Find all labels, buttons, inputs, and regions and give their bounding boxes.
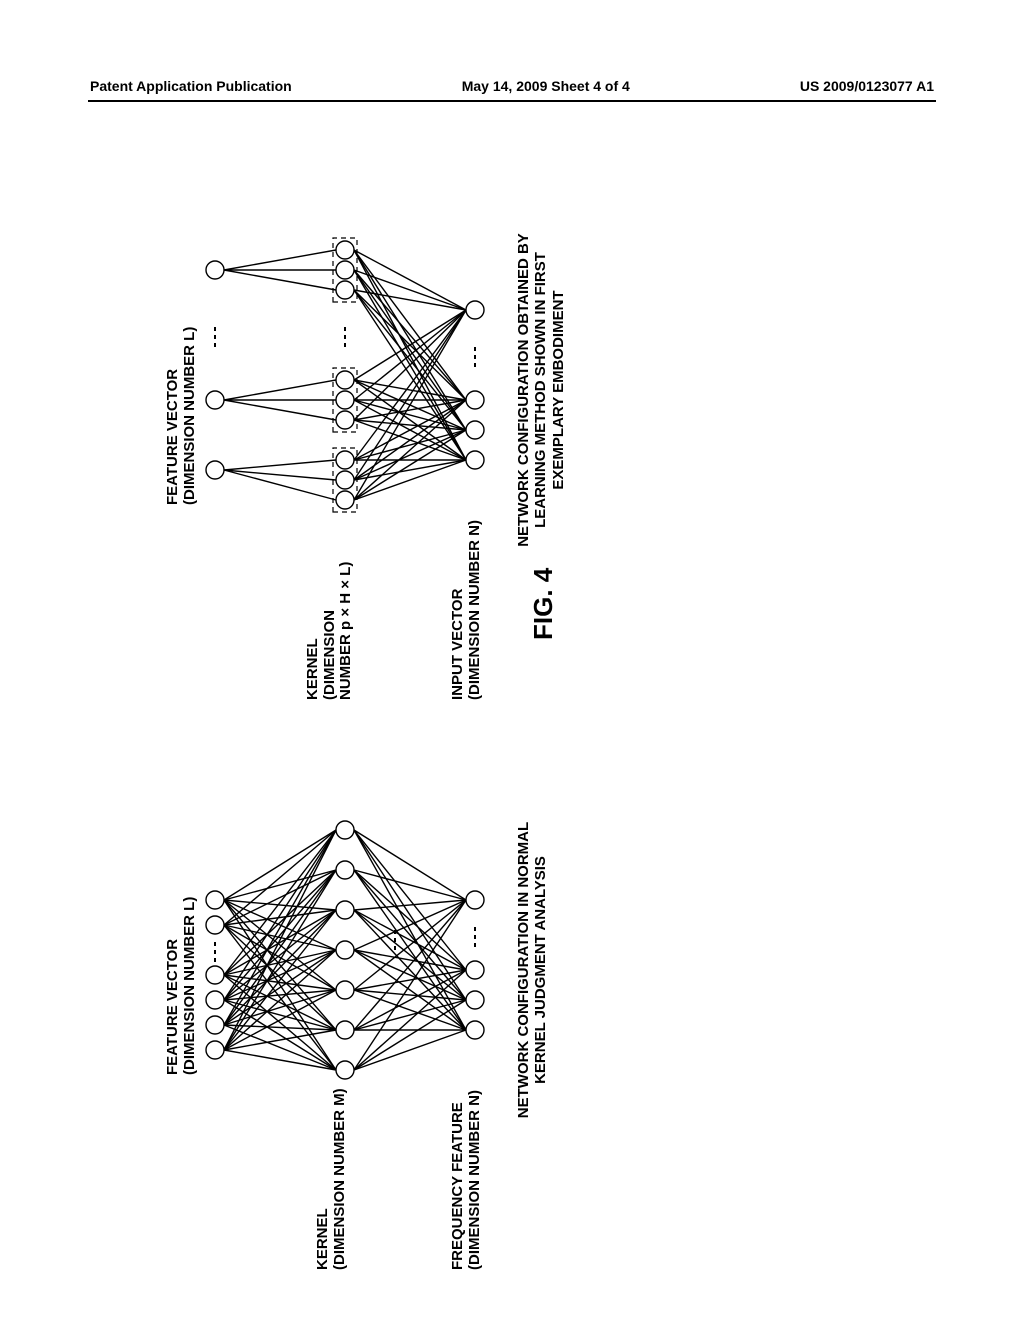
right-network-svg bbox=[195, 170, 495, 530]
left-network-svg bbox=[195, 740, 495, 1100]
right-top-label: FEATURE VECTOR (DIMENSION NUMBER L) bbox=[165, 327, 198, 505]
right-bot-label: INPUT VECTOR (DIMENSION NUMBER N) bbox=[450, 520, 483, 700]
header-center: May 14, 2009 Sheet 4 of 4 bbox=[462, 78, 630, 94]
diagram-container: FEATURE VECTOR (DIMENSION NUMBER L) KERN… bbox=[0, 330, 1024, 1090]
header-right: US 2009/0123077 A1 bbox=[800, 78, 934, 94]
left-caption: NETWORK CONFIGURATION IN NORMAL KERNEL J… bbox=[515, 810, 550, 1130]
left-mid-label: KERNEL (DIMENSION NUMBER M) bbox=[315, 1088, 348, 1270]
left-top-label: FEATURE VECTOR (DIMENSION NUMBER L) bbox=[165, 897, 198, 1075]
right-caption: NETWORK CONFIGURATION OBTAINED BY LEARNI… bbox=[515, 210, 567, 570]
header-left: Patent Application Publication bbox=[90, 78, 292, 94]
left-bot-label: FREQUENCY FEATURE (DIMENSION NUMBER N) bbox=[450, 1090, 483, 1270]
header-rule bbox=[88, 100, 936, 102]
right-mid-label: KERNEL (DIMENSION NUMBER p × H × L) bbox=[305, 562, 355, 700]
